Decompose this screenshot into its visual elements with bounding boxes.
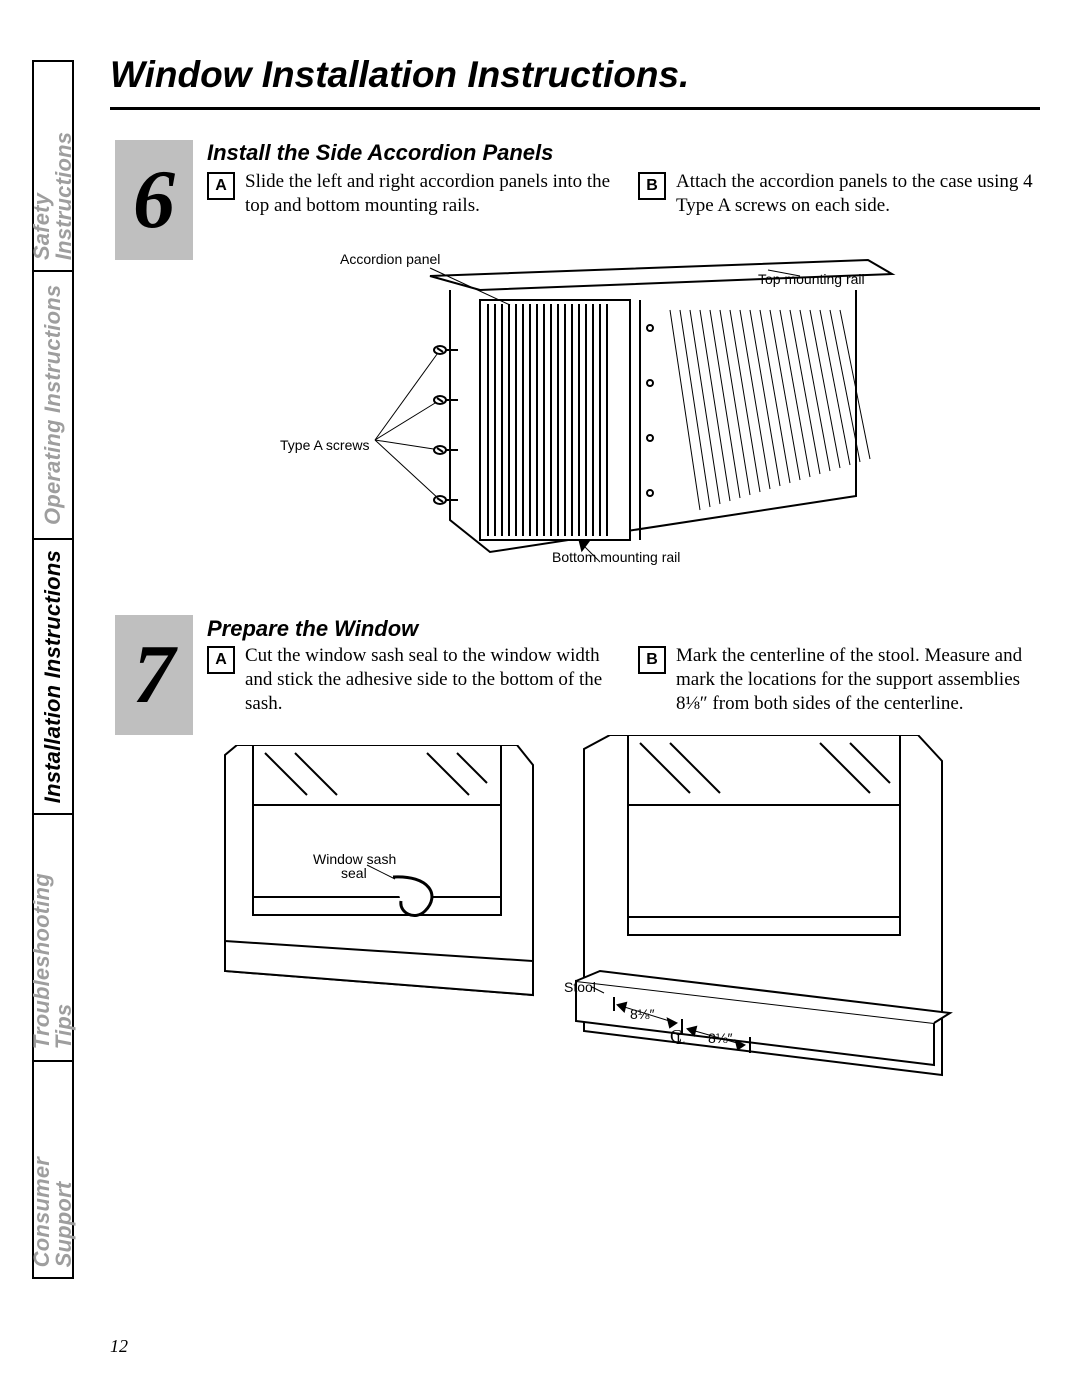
substep-label: A (207, 172, 235, 200)
substep-text: Cut the window sash seal to the window w… (245, 644, 616, 715)
side-tabs: Safety InstructionsOperating Instruction… (32, 60, 74, 1279)
side-tab-safety-instructions[interactable]: Safety Instructions (34, 62, 72, 270)
side-tab-troubleshooting-tips[interactable]: Troubleshooting Tips (34, 815, 72, 1059)
step-body: A Cut the window sash seal to the window … (207, 644, 1047, 715)
diagram-label: Bottom mounting rail (552, 550, 680, 564)
side-tab-consumer-support[interactable]: Consumer Support (34, 1062, 72, 1277)
diagram-label: Window sash (313, 852, 396, 866)
diagram-label: Top mounting rail (758, 272, 865, 286)
substep-label: B (638, 172, 666, 200)
substep-label: B (638, 646, 666, 674)
step-number-6: 6 (115, 140, 193, 260)
centerline-symbol: CL (670, 1027, 682, 1045)
side-tab-installation-instructions[interactable]: Installation Instructions (34, 540, 72, 813)
diagram-label: Accordion panel (340, 252, 440, 266)
diagram-label: 8⅛″ (630, 1007, 654, 1021)
diagram-accordion-panel: Accordion panel Top mounting rail Type A s… (280, 250, 920, 580)
diagram-window-sash-seal: Window sashseal (217, 745, 549, 1015)
step-head: Install the Side Accordion Panels (207, 142, 553, 164)
step-body: A Slide the left and right accordion pane… (207, 170, 1047, 218)
substep-text: Mark the centerline of the stool. Measur… (676, 644, 1047, 715)
diagram-centerline: Stool8⅛″8⅛″CL (570, 735, 958, 1105)
side-tab-operating-instructions[interactable]: Operating Instructions (34, 272, 72, 538)
diagram-label: 8⅛″ (708, 1031, 732, 1045)
substep-text: Slide the left and right accordion panel… (245, 170, 616, 218)
substep-text: Attach the accordion panels to the case … (676, 170, 1047, 218)
diagram-label: seal (341, 866, 367, 880)
diagram-label: Stool (564, 980, 596, 994)
step-number-7: 7 (115, 615, 193, 735)
diagram-label: Type A screws (280, 438, 369, 452)
page-number: 12 (110, 1337, 128, 1355)
substep-label: A (207, 646, 235, 674)
page-title: Window Installation Instructions. (110, 56, 1040, 110)
step-head: Prepare the Window (207, 618, 418, 640)
